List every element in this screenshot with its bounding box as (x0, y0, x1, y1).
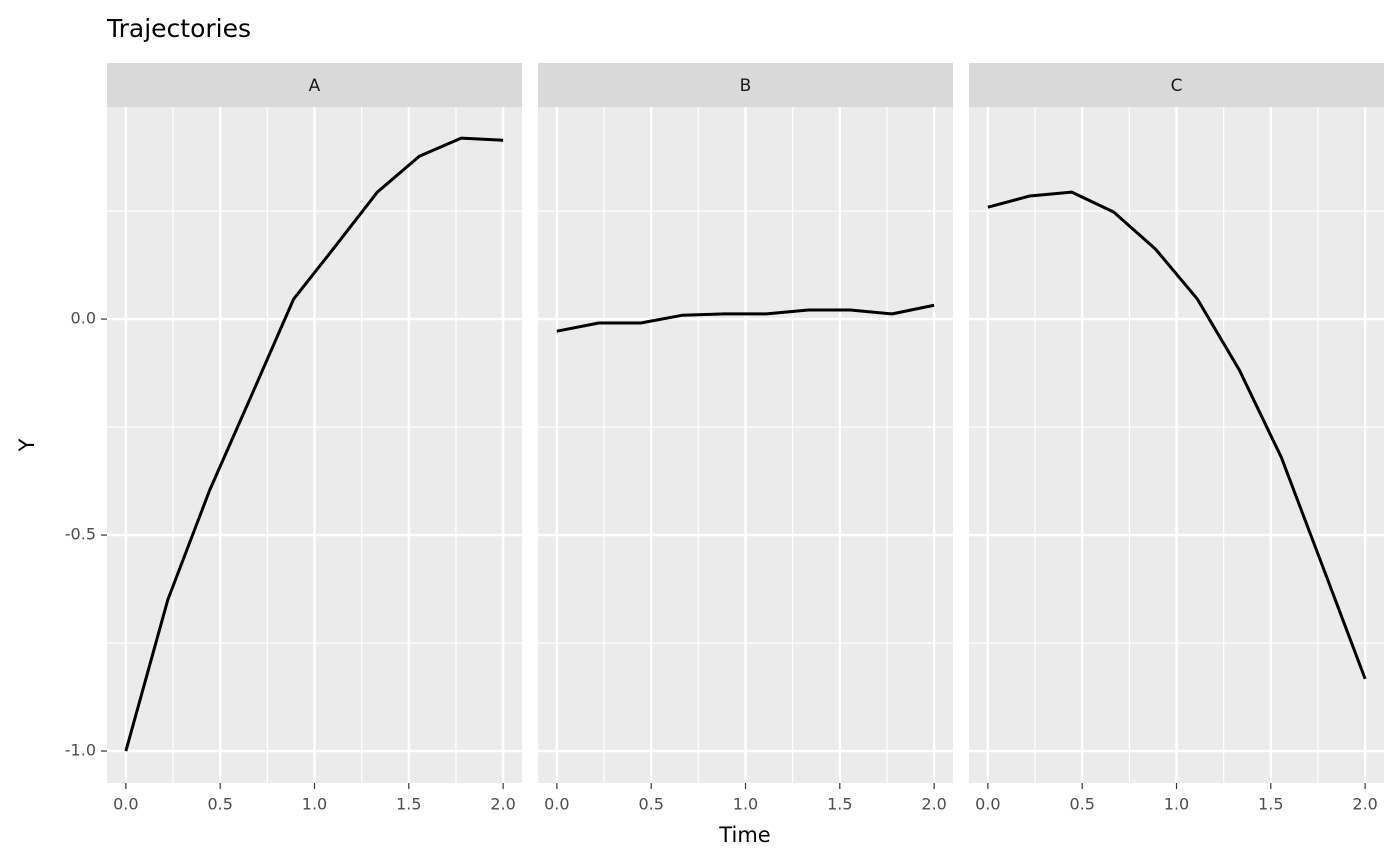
x-tick-label: 1.5 (1258, 795, 1283, 814)
x-tick-label: 1.0 (1164, 795, 1189, 814)
trajectory-line (556, 303, 935, 333)
facet-strip (538, 63, 953, 107)
x-tick-label: 0.0 (544, 795, 569, 814)
x-tick-label: 1.0 (733, 795, 758, 814)
x-tick-label: 0.5 (1069, 795, 1094, 814)
y-tick-label: -0.5 (65, 525, 96, 544)
trajectory-line (987, 190, 1367, 680)
x-tick-label: 0.5 (638, 795, 663, 814)
x-tick-label: 2.0 (490, 795, 515, 814)
x-tick-label: 0.5 (207, 795, 232, 814)
y-tick-label: -1.0 (65, 741, 96, 760)
x-tick-label: 1.5 (396, 795, 421, 814)
x-tick-label: 2.0 (1352, 795, 1377, 814)
facet-strip (107, 63, 522, 107)
x-tick-label: 0.0 (975, 795, 1000, 814)
facet-label: A (309, 76, 321, 96)
y-axis-label: Y (15, 438, 39, 452)
facet-strip (969, 63, 1384, 107)
facet-label: B (740, 76, 752, 96)
chart-title: Trajectories (106, 14, 251, 43)
x-tick-label: 1.5 (827, 795, 852, 814)
facet-label: C (1171, 76, 1183, 96)
x-tick-label: 1.0 (302, 795, 327, 814)
x-axis-label: Time (718, 823, 770, 847)
x-tick-label: 0.0 (113, 795, 138, 814)
trajectory-line (124, 136, 504, 752)
y-tick-label: 0.0 (71, 309, 96, 328)
x-tick-label: 2.0 (921, 795, 946, 814)
